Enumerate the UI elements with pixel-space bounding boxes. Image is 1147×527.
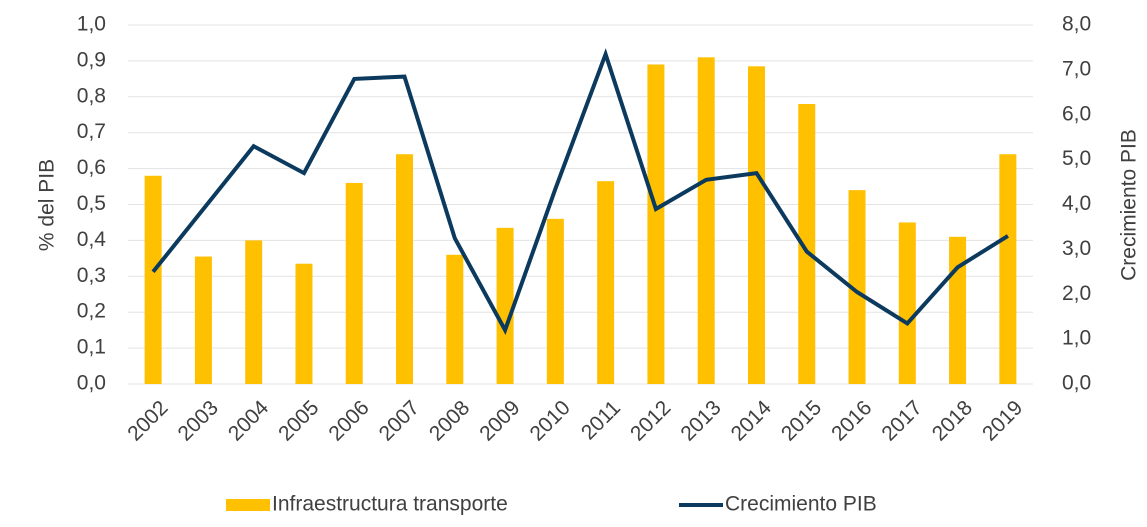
x-tick-label: 2002	[123, 396, 172, 445]
bar	[245, 240, 263, 384]
x-tick-label: 2009	[475, 396, 524, 445]
bar	[144, 175, 162, 384]
y2-tick-label: 5,0	[1062, 147, 1091, 170]
y-tick-label: 0,4	[77, 228, 107, 251]
x-tick-label: 2015	[777, 396, 826, 445]
y-tick-label: 0,6	[77, 156, 106, 179]
x-tick-label: 2004	[224, 396, 274, 446]
y-axis-label: % del PIB	[36, 159, 59, 251]
x-tick-label: 2003	[174, 396, 223, 445]
bar	[345, 182, 363, 384]
bar	[848, 190, 866, 384]
x-tick-label: 2006	[324, 396, 373, 445]
bar	[949, 236, 967, 384]
y2-tick-label: 3,0	[1062, 237, 1091, 260]
bar	[546, 218, 564, 384]
x-tick-label: 2018	[928, 396, 977, 445]
bar	[999, 154, 1017, 384]
bar	[747, 66, 765, 384]
x-tick-label: 2012	[626, 396, 675, 445]
y2-tick-label: 6,0	[1062, 102, 1091, 125]
x-tick-label: 2005	[274, 396, 323, 445]
legend-label: Crecimiento PIB	[725, 493, 877, 516]
y-tick-label: 0,3	[77, 264, 106, 287]
y2-axis-label: Crecimiento PIB	[1118, 129, 1141, 281]
legend-label: Infraestructura transporte	[272, 493, 508, 516]
bar	[496, 227, 514, 384]
x-tick-label: 2010	[526, 396, 575, 445]
legend-swatch	[226, 499, 270, 511]
bar	[597, 181, 615, 384]
bar	[446, 254, 464, 384]
y2-tick-label: 1,0	[1062, 327, 1091, 350]
y-tick-label: 0,1	[77, 336, 106, 359]
y-tick-label: 0,5	[77, 192, 106, 215]
x-tick-label: 2019	[978, 396, 1027, 445]
y2-tick-label: 4,0	[1062, 192, 1091, 215]
y2-tick-label: 2,0	[1062, 282, 1091, 305]
bar	[194, 256, 212, 384]
x-tick-label: 2011	[577, 396, 625, 444]
y-tick-label: 0,8	[77, 84, 106, 107]
bar	[697, 57, 715, 385]
x-tick-label: 2008	[425, 396, 474, 445]
x-tick-label: 2017	[877, 396, 926, 445]
x-tick-label: 2007	[375, 396, 424, 445]
y-tick-label: 0,7	[77, 120, 106, 143]
x-tick-label: 2013	[676, 396, 725, 445]
bar	[295, 263, 313, 384]
x-tick-label: 2014	[727, 396, 777, 446]
y-tick-label: 0,2	[77, 300, 106, 323]
bar	[396, 154, 414, 384]
bar	[647, 64, 665, 385]
y-tick-label: 1,0	[77, 13, 106, 36]
line	[151, 48, 1009, 335]
bar	[798, 103, 816, 384]
x-tick-label: 2016	[827, 396, 876, 445]
bar	[898, 222, 916, 384]
y-tick-label: 0,9	[77, 48, 106, 71]
y2-tick-label: 7,0	[1062, 57, 1091, 80]
y-tick-label: 0,0	[77, 372, 106, 395]
y2-tick-label: 0,0	[1062, 372, 1091, 395]
y2-tick-label: 8,0	[1062, 13, 1091, 36]
